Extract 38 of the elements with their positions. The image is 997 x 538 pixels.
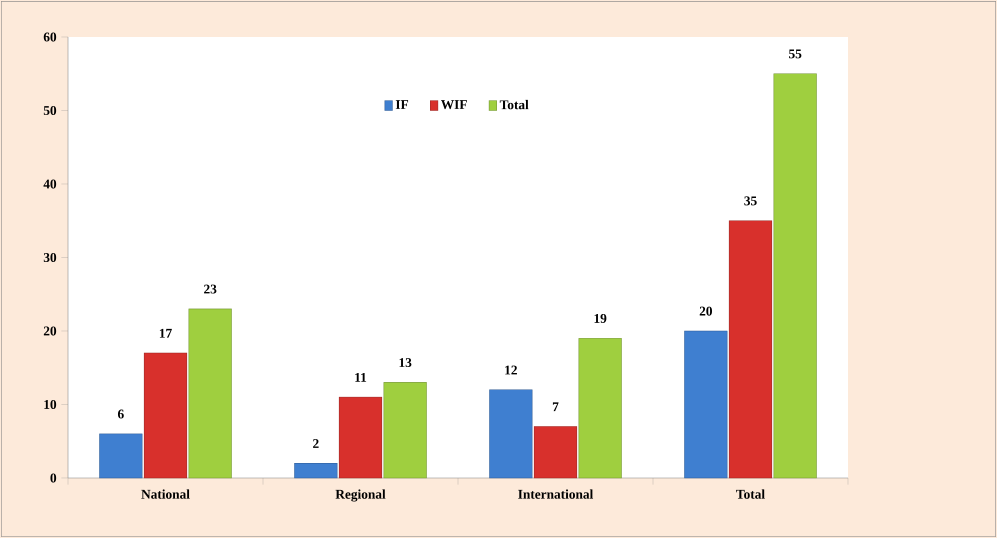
data-label: 7 — [552, 402, 559, 412]
y-tick-label: 40 — [43, 179, 56, 188]
bar — [534, 426, 578, 478]
y-tick-label: 50 — [44, 106, 56, 115]
data-label: 55 — [789, 50, 802, 58]
data-label: 2 — [313, 439, 319, 448]
bar — [144, 352, 188, 478]
bar — [774, 73, 817, 478]
y-tick-label: 60 — [44, 32, 56, 42]
bar — [188, 308, 232, 478]
x-tick-label: Total — [736, 489, 765, 499]
bar — [489, 390, 532, 478]
legend-label: IF — [396, 100, 408, 109]
y-tick-label: 20 — [44, 326, 56, 336]
bar — [578, 338, 622, 478]
data-label: 17 — [160, 328, 172, 338]
bar — [684, 330, 728, 478]
y-tick-label: 0 — [50, 473, 56, 482]
legend-label: Total — [500, 100, 529, 110]
bar — [99, 434, 142, 478]
data-label: 35 — [744, 196, 757, 206]
bar — [338, 396, 382, 478]
legend-label: WIF — [441, 100, 467, 110]
bar — [384, 382, 427, 478]
y-tick-label: 10 — [44, 400, 56, 409]
data-label: 19 — [594, 314, 606, 323]
x-tick-label: Regional — [336, 489, 386, 502]
x-tick-label: National — [141, 489, 190, 499]
data-label: 11 — [355, 372, 366, 382]
bar — [294, 463, 338, 478]
x-tick-label: International — [518, 489, 594, 499]
data-label: 23 — [204, 284, 216, 294]
data-label: 6 — [118, 410, 124, 419]
bar — [728, 220, 772, 478]
data-label: 20 — [700, 306, 712, 316]
data-label: 12 — [505, 366, 517, 374]
data-label: 13 — [400, 358, 412, 368]
y-tick-label: 30 — [44, 252, 56, 262]
